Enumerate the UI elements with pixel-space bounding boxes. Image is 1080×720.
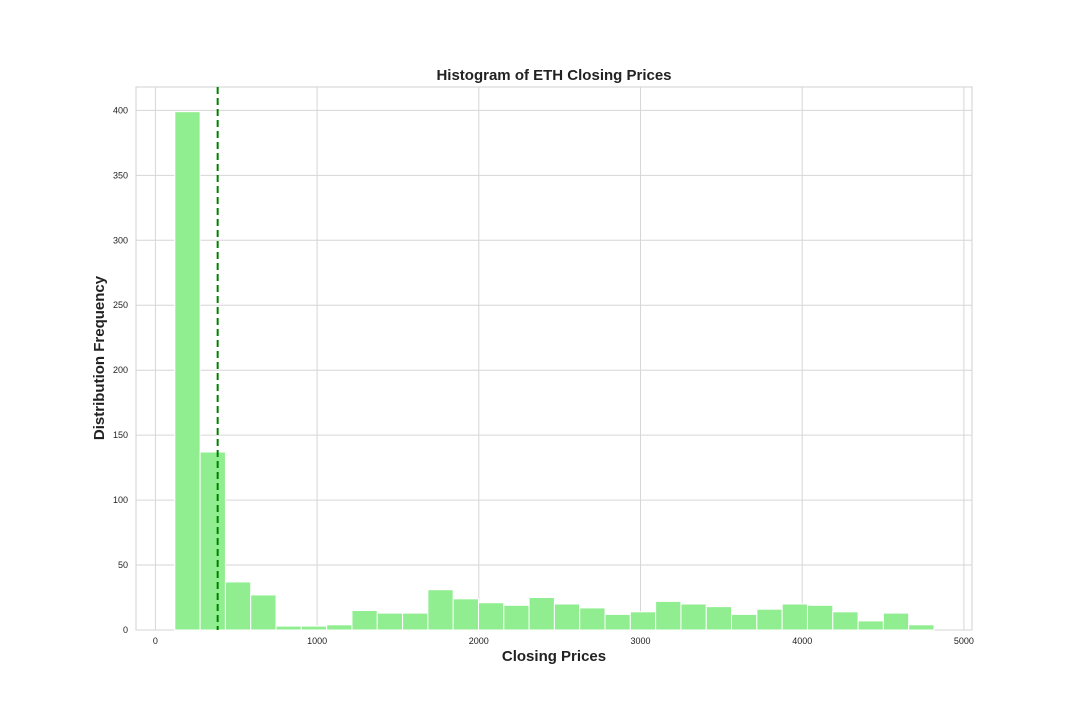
histogram-bar-23: [756, 608, 783, 631]
x-tick-label-5: 5000: [954, 636, 974, 646]
histogram-bar-12: [477, 602, 505, 631]
histogram-bar-27: [857, 620, 884, 631]
histogram-bar-13: [503, 604, 530, 631]
x-tick-labels: 0 1000 2000 3000 4000 5000: [153, 636, 974, 646]
histogram-bar-0: [174, 111, 201, 631]
histogram-bar-22: [731, 613, 758, 631]
histogram-bar-26: [832, 611, 859, 631]
histogram-bar-19: [655, 600, 682, 631]
y-tick-label-0: 0: [123, 625, 128, 635]
histogram-bar-29: [908, 624, 935, 631]
y-tick-label-3: 150: [113, 430, 128, 440]
histogram-bar-1: [199, 451, 226, 631]
histogram-bar-4: [275, 625, 302, 631]
histogram-bar-21: [705, 606, 733, 631]
y-tick-label-1: 50: [118, 560, 128, 570]
x-tick-label-4: 4000: [792, 636, 812, 646]
x-tick-label-2: 2000: [469, 636, 489, 646]
y-tick-label-4: 200: [113, 365, 128, 375]
x-tick-label-0: 0: [153, 636, 158, 646]
histogram-bar-2: [224, 581, 252, 631]
x-tick-label-3: 3000: [630, 636, 650, 646]
histogram-bar-17: [604, 613, 631, 631]
histogram-bar-9: [402, 612, 429, 631]
y-tick-label-7: 350: [113, 170, 128, 180]
grid-lines: [136, 87, 972, 631]
histogram-bar-18: [629, 611, 657, 631]
y-tick-label-6: 300: [113, 235, 128, 245]
y-tick-labels: 0 50 100 150 200 250 300 350 400: [113, 105, 128, 635]
histogram-bar-20: [680, 603, 707, 631]
histogram-bar-7: [351, 610, 378, 631]
histogram-bar-8: [376, 612, 404, 631]
histogram-bar-28: [882, 612, 910, 631]
chart-title: Histogram of ETH Closing Prices: [436, 67, 671, 84]
y-tick-label-8: 400: [113, 105, 128, 115]
histogram-bar-25: [806, 604, 834, 631]
histogram-bar-14: [528, 597, 555, 631]
y-tick-label-2: 100: [113, 495, 128, 505]
histogram-bar-24: [781, 603, 808, 631]
histogram-bar-3: [250, 594, 277, 631]
x-axis-title: Closing Prices: [502, 648, 606, 665]
histogram-bar-15: [553, 603, 581, 631]
plot-area: [135, 86, 973, 631]
histogram-bar-16: [579, 607, 606, 631]
x-tick-label-1: 1000: [307, 636, 327, 646]
histogram-bar-6: [326, 624, 353, 631]
histogram-bar-5: [300, 625, 328, 631]
histogram-bar-10: [427, 589, 454, 631]
histogram-bar-11: [452, 598, 479, 631]
y-tick-label-5: 250: [113, 300, 128, 310]
histogram-bars: [174, 111, 935, 631]
y-axis-title: Distribution Frequency: [91, 275, 108, 440]
